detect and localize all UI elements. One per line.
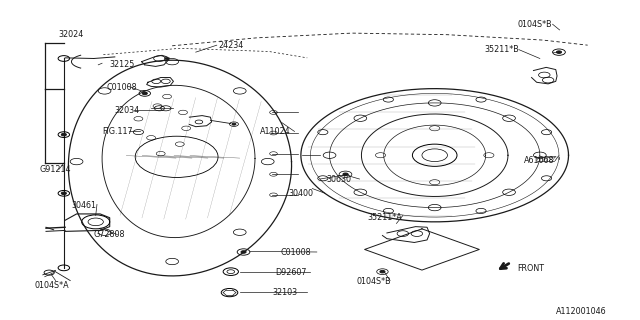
Text: 35211*B: 35211*B (484, 45, 519, 54)
Text: 0104S*A: 0104S*A (35, 281, 69, 290)
Circle shape (556, 51, 561, 53)
Text: C01008: C01008 (106, 83, 137, 92)
Text: A11024: A11024 (259, 127, 290, 136)
Text: 32125: 32125 (109, 60, 135, 69)
Circle shape (164, 57, 170, 60)
Text: 0104S*B: 0104S*B (357, 277, 392, 286)
Text: 24234: 24234 (218, 41, 243, 50)
Text: FIG.117: FIG.117 (102, 127, 132, 136)
Text: 30461: 30461 (72, 202, 97, 211)
Circle shape (61, 133, 67, 136)
Text: A61068: A61068 (524, 156, 554, 165)
Circle shape (241, 251, 246, 253)
Circle shape (343, 173, 348, 176)
Text: 30400: 30400 (288, 189, 313, 198)
Text: A112001046: A112001046 (556, 307, 606, 316)
Text: G91214: G91214 (40, 165, 71, 174)
Text: 32034: 32034 (115, 106, 140, 115)
Circle shape (380, 270, 385, 273)
Text: 32024: 32024 (59, 30, 84, 39)
Text: 35211*A: 35211*A (368, 212, 403, 222)
Text: G72808: G72808 (94, 230, 125, 239)
Circle shape (142, 92, 147, 95)
Circle shape (232, 123, 236, 125)
Text: FRONT: FRONT (518, 264, 545, 273)
Text: 0104S*B: 0104S*B (518, 20, 552, 29)
Circle shape (61, 192, 67, 195)
Text: D92607: D92607 (275, 268, 307, 277)
Text: 30630: 30630 (326, 174, 351, 184)
Text: 32103: 32103 (272, 288, 298, 297)
Text: C01008: C01008 (280, 248, 311, 257)
